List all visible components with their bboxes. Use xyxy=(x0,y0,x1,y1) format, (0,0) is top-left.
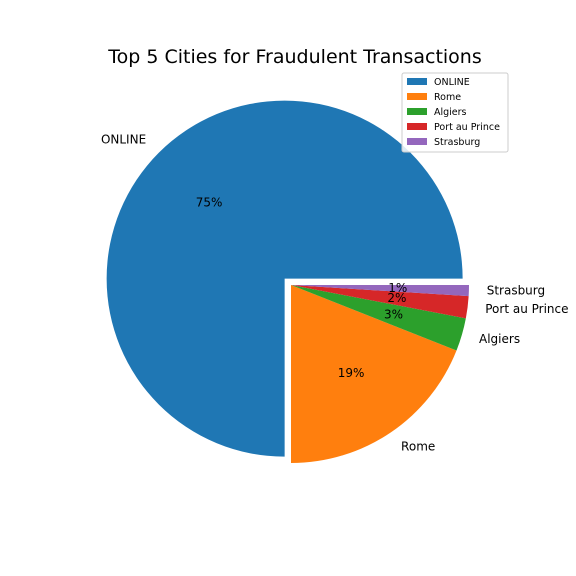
legend-swatch-strasburg xyxy=(407,138,427,145)
pie-slices xyxy=(106,100,469,463)
pie-slice-port-au-prince xyxy=(291,285,469,319)
slice-percent-rome: 19% xyxy=(338,366,365,380)
pie-slice-online xyxy=(106,100,463,457)
chart-title: Top 5 Cities for Fraudulent Transactions xyxy=(107,46,482,68)
slice-labels: ONLINE Rome Algiers Port au Prince Strasburg xyxy=(101,133,569,454)
slice-label-strasburg: Strasburg xyxy=(487,284,545,298)
legend-swatch-rome xyxy=(407,93,427,100)
legend-label-strasburg: Strasburg xyxy=(434,137,480,148)
slice-percent-port-au-prince: 2% xyxy=(387,291,406,305)
legend-label-port-au-prince: Port au Prince xyxy=(434,122,500,133)
legend-swatch-online xyxy=(407,78,427,85)
pie-slice-strasburg xyxy=(291,285,469,297)
slice-label-online: ONLINE xyxy=(101,133,146,147)
legend-frame xyxy=(401,72,509,153)
slice-label-rome: Rome xyxy=(401,439,435,453)
legend-label-algiers: Algiers xyxy=(434,107,467,118)
legend-label-rome: Rome xyxy=(434,92,461,103)
slice-percent-labels: 75% 19% 3% 2%1% xyxy=(196,196,407,380)
slice-percent-strasburg: 1% xyxy=(388,281,407,295)
slice-percent-online: 75% xyxy=(196,196,223,210)
pie-slice-rome xyxy=(291,285,457,463)
legend: ONLINE Rome Algiers Port au Prince Strasburg xyxy=(401,72,509,153)
legend-swatch-port-au-prince xyxy=(407,123,427,130)
slice-label-algiers: Algiers xyxy=(479,332,520,346)
slice-percent-algiers: 3% xyxy=(384,307,403,321)
pie-slice-algiers xyxy=(291,285,466,351)
legend-label-online: ONLINE xyxy=(434,77,470,88)
slice-label-port-au-prince: Port au Prince xyxy=(485,302,568,316)
legend-swatch-algiers xyxy=(407,108,427,115)
